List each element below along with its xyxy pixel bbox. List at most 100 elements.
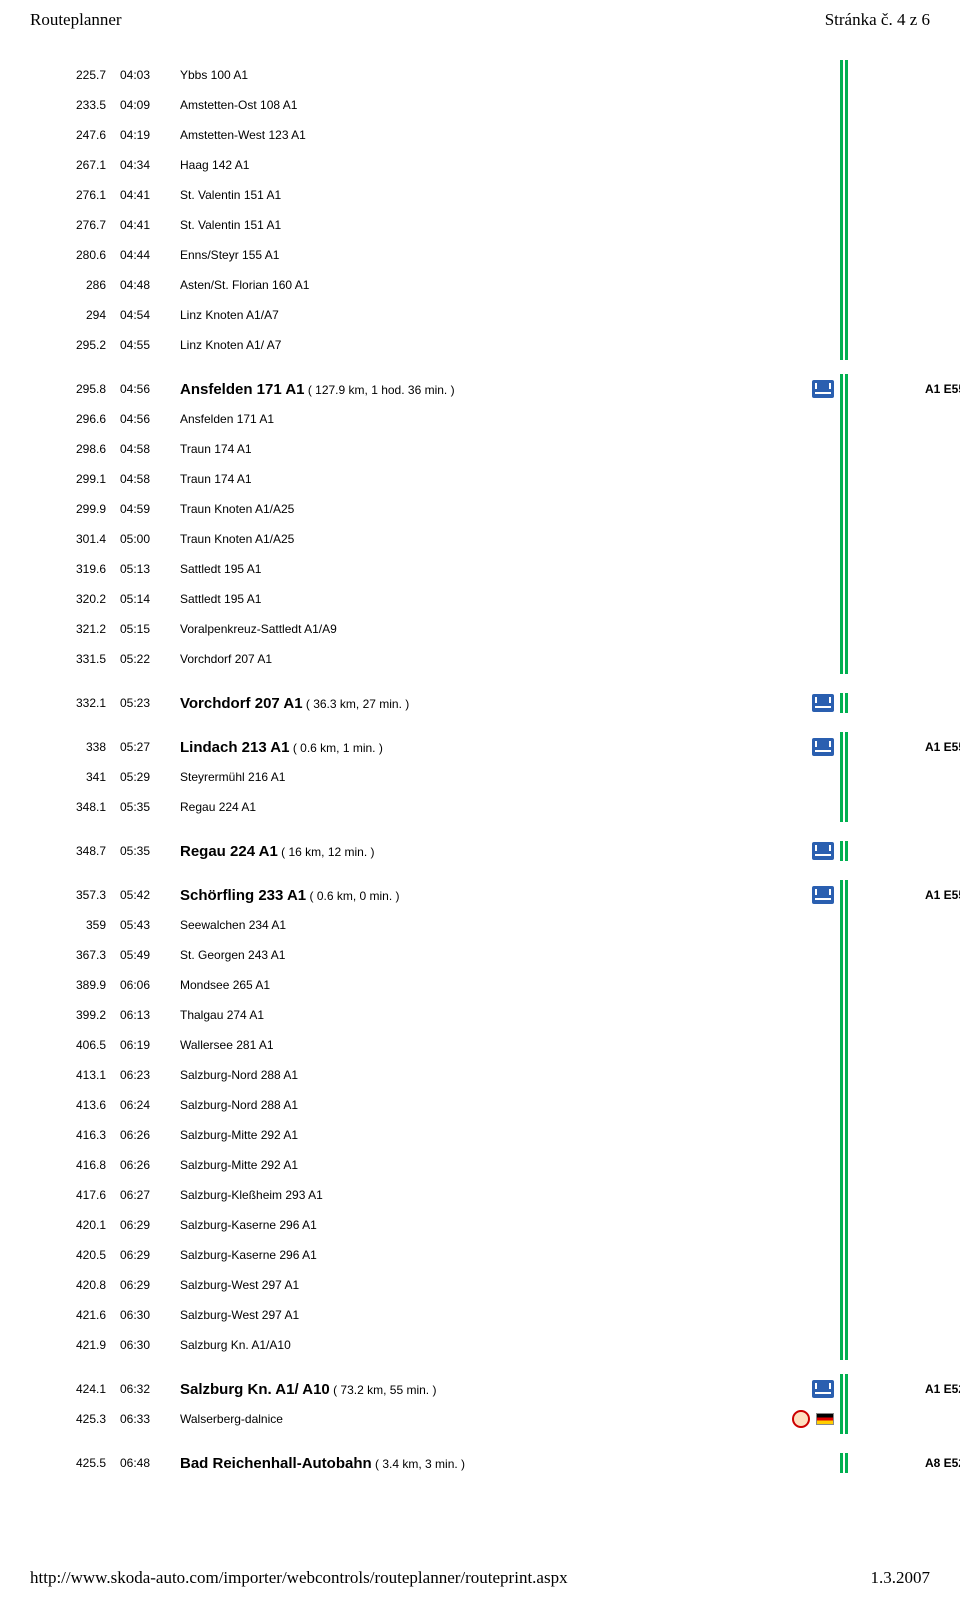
route-description: Asten/St. Florian 160 A1 <box>180 278 930 292</box>
time-value: 04:41 <box>120 188 180 202</box>
time-value: 06:27 <box>120 1188 180 1202</box>
route-stripe <box>840 1374 860 1404</box>
route-description: Mondsee 265 A1 <box>180 978 930 992</box>
route-stripe <box>840 836 860 866</box>
distance-value: 348.7 <box>60 844 120 858</box>
time-value: 06:30 <box>120 1338 180 1352</box>
route-row: 420.506:29Salzburg-Kaserne 296 A1 <box>60 1240 930 1270</box>
header-right: Stránka č. 4 z 6 <box>825 10 930 30</box>
time-value: 05:49 <box>120 948 180 962</box>
road-label: A1 E55 <box>925 740 960 754</box>
route-stripe <box>840 644 860 674</box>
time-value: 04:09 <box>120 98 180 112</box>
flag-germany-icon <box>816 1413 834 1425</box>
route-description: Salzburg-Mitte 292 A1 <box>180 1128 930 1142</box>
time-value: 05:15 <box>120 622 180 636</box>
route-description: Thalgau 274 A1 <box>180 1008 930 1022</box>
time-value: 04:54 <box>120 308 180 322</box>
time-value: 05:42 <box>120 888 180 902</box>
route-stripe <box>840 880 860 910</box>
time-value: 06:48 <box>120 1456 180 1470</box>
distance-value: 295.2 <box>60 338 120 352</box>
route-stripe <box>840 1300 860 1330</box>
distance-value: 406.5 <box>60 1038 120 1052</box>
route-description: Seewalchen 234 A1 <box>180 918 930 932</box>
route-stripe <box>840 554 860 584</box>
route-row: 331.505:22Vorchdorf 207 A1 <box>60 644 930 674</box>
route-row: 406.506:19Wallersee 281 A1 <box>60 1030 930 1060</box>
distance-value: 267.1 <box>60 158 120 172</box>
route-description: Sattledt 195 A1 <box>180 562 930 576</box>
motorway-icon <box>812 886 834 904</box>
distance-value: 319.6 <box>60 562 120 576</box>
route-stripe <box>840 1404 860 1434</box>
route-description: St. Valentin 151 A1 <box>180 188 930 202</box>
time-value: 06:19 <box>120 1038 180 1052</box>
road-label: A8 E52 <box>925 1456 960 1470</box>
route-row: 319.605:13Sattledt 195 A1 <box>60 554 930 584</box>
road-label: A1 E55 <box>925 382 960 396</box>
route-row: 35905:43Seewalchen 234 A1 <box>60 910 930 940</box>
route-stripe <box>840 524 860 554</box>
route-stripe <box>840 300 860 330</box>
route-stripe <box>840 1060 860 1090</box>
distance-value: 413.6 <box>60 1098 120 1112</box>
time-value: 05:14 <box>120 592 180 606</box>
time-value: 05:29 <box>120 770 180 784</box>
route-row: 280.604:44Enns/Steyr 155 A1 <box>60 240 930 270</box>
route-row: 276.704:41St. Valentin 151 A1 <box>60 210 930 240</box>
route-description: St. Valentin 151 A1 <box>180 218 930 232</box>
route-description: Haag 142 A1 <box>180 158 930 172</box>
route-description: Linz Knoten A1/ A7 <box>180 338 930 352</box>
time-value: 05:35 <box>120 800 180 814</box>
motorway-icon <box>812 1380 834 1398</box>
route-description: Salzburg-West 297 A1 <box>180 1278 930 1292</box>
route-section-row: 424.106:32Salzburg Kn. A1/ A10 ( 73.2 km… <box>60 1374 930 1404</box>
route-stripe <box>840 1210 860 1240</box>
route-row: 413.606:24Salzburg-Nord 288 A1 <box>60 1090 930 1120</box>
distance-value: 421.9 <box>60 1338 120 1352</box>
time-value: 06:30 <box>120 1308 180 1322</box>
route-row: 321.205:15Voralpenkreuz-Sattledt A1/A9 <box>60 614 930 644</box>
time-value: 06:26 <box>120 1158 180 1172</box>
route-section-row: 295.804:56Ansfelden 171 A1 ( 127.9 km, 1… <box>60 374 930 404</box>
time-value: 04:58 <box>120 472 180 486</box>
time-value: 06:06 <box>120 978 180 992</box>
distance-value: 296.6 <box>60 412 120 426</box>
time-value: 04:48 <box>120 278 180 292</box>
time-value: 06:23 <box>120 1068 180 1082</box>
time-value: 06:29 <box>120 1278 180 1292</box>
time-value: 05:00 <box>120 532 180 546</box>
time-value: 04:56 <box>120 412 180 426</box>
time-value: 04:19 <box>120 128 180 142</box>
route-stripe <box>840 1240 860 1270</box>
distance-value: 367.3 <box>60 948 120 962</box>
route-section-row: 33805:27Lindach 213 A1 ( 0.6 km, 1 min. … <box>60 732 930 762</box>
distance-value: 341 <box>60 770 120 784</box>
route-stripe <box>840 688 860 718</box>
route-stripe <box>840 910 860 940</box>
route-description: Enns/Steyr 155 A1 <box>180 248 930 262</box>
time-value: 05:35 <box>120 844 180 858</box>
time-value: 04:44 <box>120 248 180 262</box>
route-row: 295.204:55Linz Knoten A1/ A7 <box>60 330 930 360</box>
route-description: Salzburg-West 297 A1 <box>180 1308 930 1322</box>
route-description: Ansfelden 171 A1 <box>180 412 930 426</box>
distance-value: 413.1 <box>60 1068 120 1082</box>
route-description: Bad Reichenhall-Autobahn ( 3.4 km, 3 min… <box>180 1455 930 1472</box>
route-stripe <box>840 1150 860 1180</box>
route-stripe <box>840 1270 860 1300</box>
route-stripe <box>840 150 860 180</box>
distance-value: 280.6 <box>60 248 120 262</box>
route-stripe <box>840 330 860 360</box>
route-description: Salzburg-Nord 288 A1 <box>180 1068 930 1082</box>
distance-value: 286 <box>60 278 120 292</box>
route-stripe <box>840 240 860 270</box>
route-row: 29404:54Linz Knoten A1/A7 <box>60 300 930 330</box>
time-value: 04:34 <box>120 158 180 172</box>
route-description: Traun Knoten A1/A25 <box>180 502 930 516</box>
distance-value: 348.1 <box>60 800 120 814</box>
route-stripe <box>840 90 860 120</box>
route-row: 225.704:03Ybbs 100 A1 <box>60 60 930 90</box>
route-stripe <box>840 1090 860 1120</box>
